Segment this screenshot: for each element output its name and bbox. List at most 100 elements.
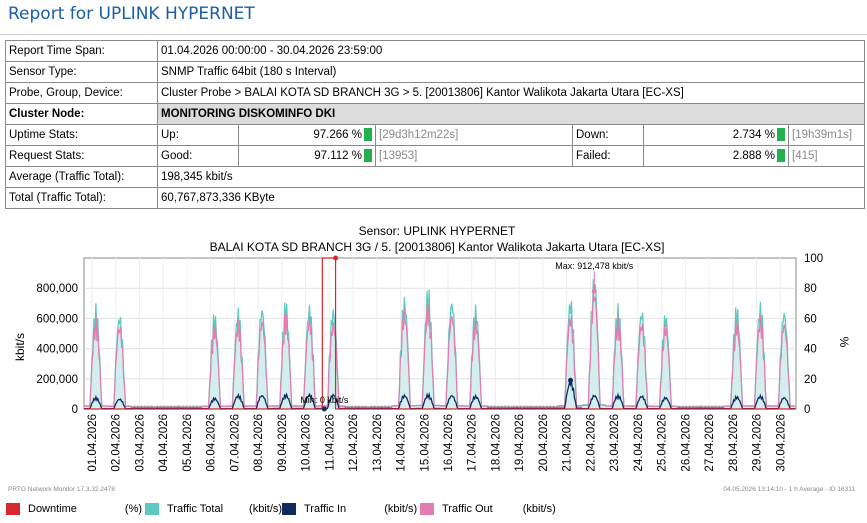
x-tick-label: 27.04.2026 bbox=[704, 414, 716, 472]
x-tick-label: 15.04.2026 bbox=[419, 414, 431, 472]
x-tick-label: 11.04.2026 bbox=[324, 414, 336, 471]
x-tick-label: 04.04.2026 bbox=[158, 414, 170, 472]
failed-value: 2.888 % bbox=[643, 145, 789, 167]
downtime-line bbox=[84, 257, 796, 410]
y-tick-label: 0 bbox=[72, 404, 78, 416]
x-tick-label: 09.04.2026 bbox=[277, 414, 289, 472]
y2-axis-label: % bbox=[837, 337, 851, 348]
x-tick-label: 21.04.2026 bbox=[562, 414, 574, 472]
x-tick-label: 28.04.2026 bbox=[728, 414, 740, 472]
x-tick-label: 16.04.2026 bbox=[443, 414, 455, 472]
footer-left: PRTG Network Monitor 17.3.32.2478 bbox=[8, 486, 115, 493]
y2-tick-label: 0 bbox=[804, 404, 810, 416]
x-tick-label: 12.04.2026 bbox=[348, 414, 360, 472]
x-tick-label: 03.04.2026 bbox=[134, 414, 146, 472]
total-label: Total (Traffic Total): bbox=[5, 187, 158, 209]
down-status-bar bbox=[777, 128, 785, 142]
table-row: Average (Traffic Total): 198,345 kbit/s bbox=[5, 166, 865, 188]
table-row: Uptime Stats: Up: 97.266 % [29d3h12m22s]… bbox=[5, 124, 865, 146]
x-tick-label: 23.04.2026 bbox=[609, 414, 621, 472]
y2-tick-label: 100 bbox=[804, 253, 823, 265]
page-title: Report for UPLINK HYPERNET bbox=[8, 4, 255, 24]
min-marker bbox=[321, 406, 327, 412]
x-tick-label: 13.04.2026 bbox=[372, 414, 384, 472]
failed-status-bar bbox=[777, 149, 785, 163]
x-tick-label: 10.04.2026 bbox=[301, 414, 313, 472]
x-tick-label: 08.04.2026 bbox=[253, 414, 265, 472]
good-count: [13953] bbox=[375, 145, 573, 167]
up-duration: [29d3h12m22s] bbox=[375, 124, 573, 146]
x-tick-label: 19.04.2026 bbox=[514, 414, 526, 472]
uptime-label: Uptime Stats: bbox=[5, 124, 158, 146]
x-tick-label: 05.04.2026 bbox=[182, 414, 194, 472]
time-span-label: Report Time Span: bbox=[5, 40, 158, 62]
downtime-marker bbox=[333, 255, 339, 261]
up-label: Up: bbox=[157, 124, 239, 146]
failed-count: [415] bbox=[788, 145, 865, 167]
x-tick-label: 29.04.2026 bbox=[752, 414, 764, 472]
x-tick-label: 20.04.2026 bbox=[538, 414, 550, 472]
y-tick-label: 800,000 bbox=[36, 283, 78, 295]
report-stats-table: Report Time Span: 01.04.2026 00:00:00 - … bbox=[5, 40, 865, 209]
cluster-label: Cluster Node: bbox=[5, 103, 158, 125]
legend-downtime: Downtime (%) bbox=[6, 503, 142, 515]
sensor-type-label: Sensor Type: bbox=[5, 61, 158, 83]
avg-label: Average (Traffic Total): bbox=[5, 166, 158, 188]
max-annotation: Max: 912,478 kbit/s bbox=[555, 261, 634, 271]
footer-right: 04.05.2026 13:14:10 - 1 h Average - ID 1… bbox=[723, 486, 855, 493]
y-axis-label: kbit/s bbox=[13, 333, 27, 361]
table-row: Total (Traffic Total): 60,767,873,336 KB… bbox=[5, 187, 865, 209]
total-value: 60,767,873,336 KByte bbox=[157, 187, 865, 209]
traffic-out-swatch bbox=[420, 503, 434, 515]
x-tick-label: 24.04.2026 bbox=[633, 414, 645, 472]
x-tick-label: 25.04.2026 bbox=[657, 414, 669, 472]
y2-tick-label: 20 bbox=[804, 374, 817, 386]
x-tick-label: 07.04.2026 bbox=[229, 414, 241, 472]
downtime-swatch bbox=[6, 503, 20, 515]
x-tick-label: 26.04.2026 bbox=[680, 414, 692, 472]
up-value: 97.266 % bbox=[238, 124, 376, 146]
max-marker bbox=[591, 288, 597, 294]
x-tick-label: 30.04.2026 bbox=[775, 414, 787, 472]
title-divider bbox=[0, 34, 867, 35]
down-value: 2.734 % bbox=[643, 124, 789, 146]
y-tick-label: 400,000 bbox=[36, 344, 78, 356]
y2-tick-label: 80 bbox=[804, 283, 817, 295]
legend-traffic-total: Traffic Total (kbit/s) bbox=[145, 503, 282, 515]
y-tick-label: 200,000 bbox=[36, 374, 78, 386]
min-annotation: Min: 0 kbit/s bbox=[300, 395, 349, 405]
legend-traffic-in: Traffic In (kbit/s) bbox=[282, 503, 417, 515]
sensor-type-value: SNMP Traffic 64bit (180 s Interval) bbox=[157, 61, 865, 83]
good-status-bar bbox=[364, 149, 372, 163]
x-tick-label: 14.04.2026 bbox=[396, 414, 408, 472]
down-duration: [19h39m1s] bbox=[788, 124, 865, 146]
request-label: Request Stats: bbox=[5, 145, 158, 167]
traffic-out-line bbox=[84, 292, 795, 409]
failed-label: Failed: bbox=[572, 145, 644, 167]
x-tick-label: 22.04.2026 bbox=[585, 414, 597, 472]
table-row: Probe, Group, Device: Cluster Probe > BA… bbox=[5, 82, 865, 104]
traffic-total-swatch bbox=[145, 503, 159, 515]
legend-traffic-out: Traffic Out (kbit/s) bbox=[420, 503, 556, 515]
chart-subtitle: BALAI KOTA SD BRANCH 3G / 5. [20013806] … bbox=[210, 240, 665, 254]
table-row: Sensor Type: SNMP Traffic 64bit (180 s I… bbox=[5, 61, 865, 83]
good-value: 97.112 % bbox=[238, 145, 376, 167]
plot-area bbox=[83, 257, 797, 410]
table-row: Report Time Span: 01.04.2026 00:00:00 - … bbox=[5, 40, 865, 62]
in-peak-marker bbox=[568, 377, 574, 383]
table-row: Request Stats: Good: 97.112 % [13953] Fa… bbox=[5, 145, 865, 167]
up-status-bar bbox=[364, 128, 372, 142]
cluster-value: MONITORING DISKOMINFO DKI bbox=[157, 103, 865, 125]
x-tick-label: 01.04.2026 bbox=[87, 414, 99, 472]
traffic-in-swatch bbox=[282, 503, 296, 515]
probe-label: Probe, Group, Device: bbox=[5, 82, 158, 104]
chart-title: Sensor: UPLINK HYPERNET bbox=[359, 224, 516, 238]
chart-legend: Downtime (%) Traffic Total (kbit/s) Traffi… bbox=[0, 500, 867, 519]
x-tick-label: 06.04.2026 bbox=[206, 414, 218, 472]
traffic-chart-svg: Sensor: UPLINK HYPERNET BALAI KOTA SD BR… bbox=[13, 224, 851, 472]
probe-value: Cluster Probe > BALAI KOTA SD BRANCH 3G … bbox=[157, 82, 865, 104]
y2-tick-label: 40 bbox=[804, 344, 817, 356]
good-label: Good: bbox=[157, 145, 239, 167]
time-span-value: 01.04.2026 00:00:00 - 30.04.2026 23:59:0… bbox=[157, 40, 865, 62]
x-tick-label: 17.04.2026 bbox=[467, 414, 479, 472]
